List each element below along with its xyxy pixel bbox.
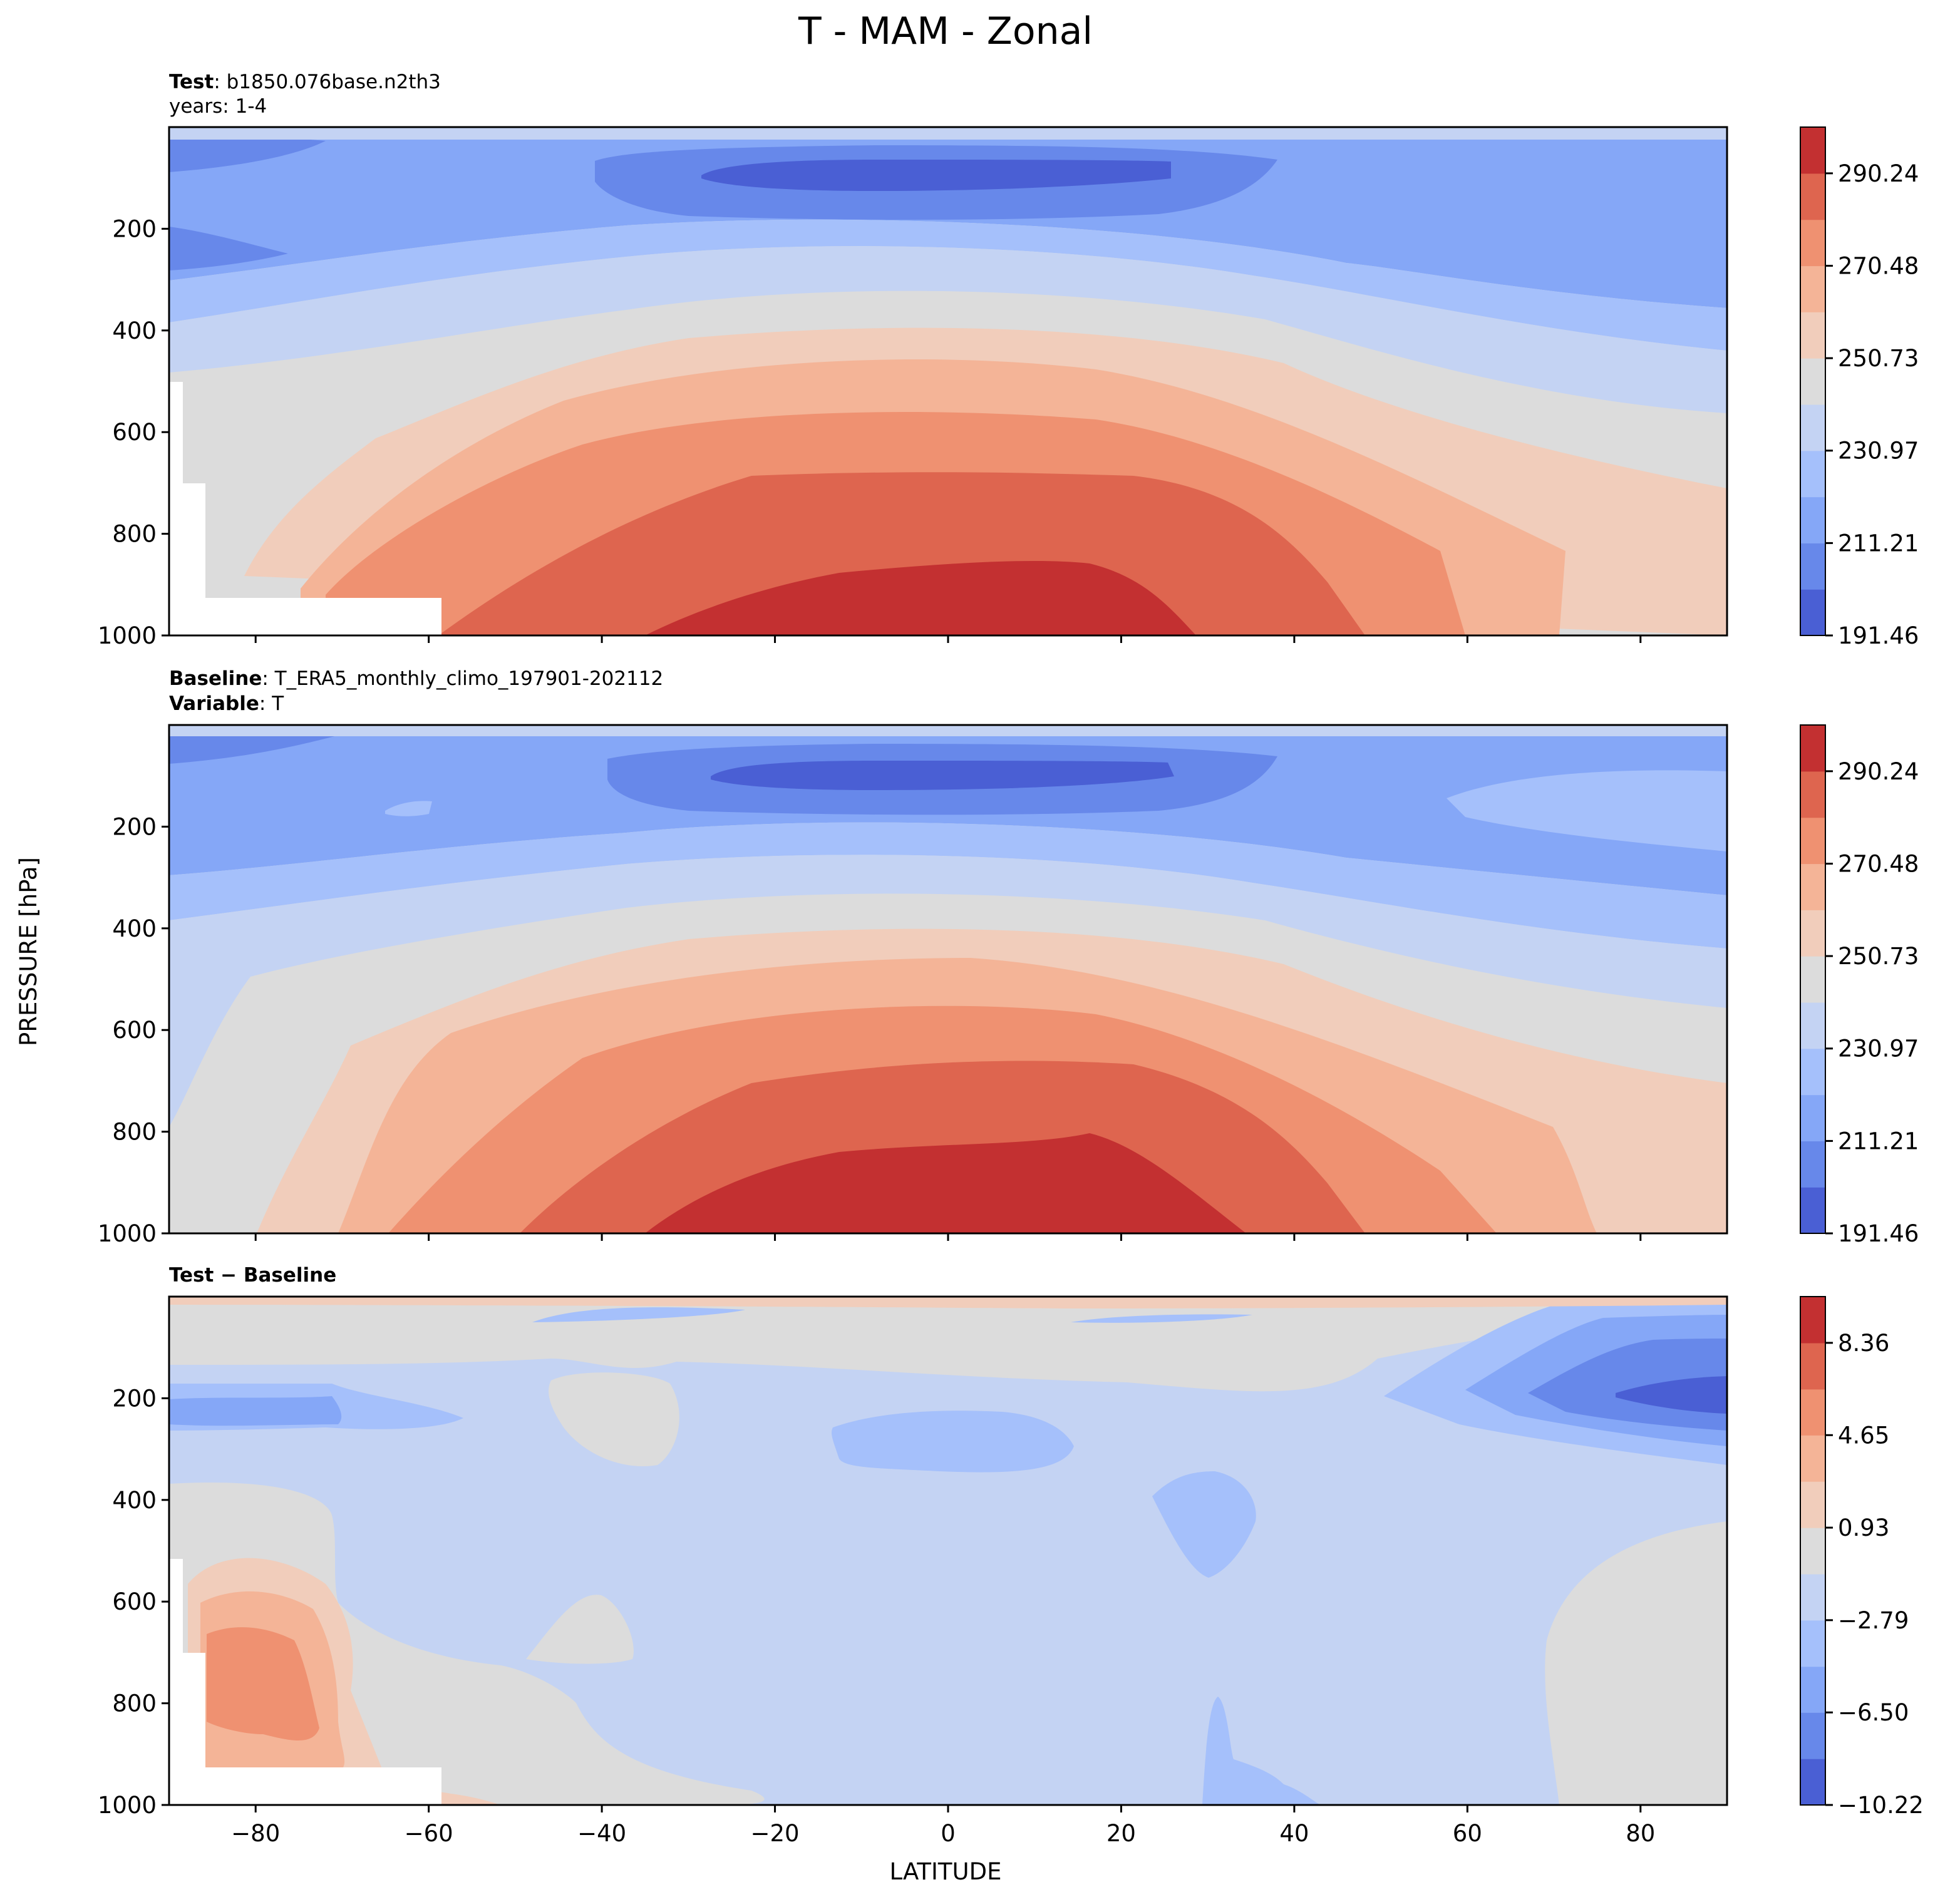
colorbar-baseline: 290.24 270.48 250.73 230.97 211.21 191.46: [1800, 724, 1919, 1247]
y-tick-label: 1000: [98, 1792, 157, 1819]
panel-header-line-1: Test − Baseline: [169, 1264, 336, 1287]
colorbar-tick-label: 250.73: [1838, 943, 1919, 970]
panel-baseline: Baseline: T_ERA5_monthly_climo_197901-20…: [98, 667, 1919, 1247]
y-tick-label: 800: [112, 1690, 157, 1717]
colorbar-tick-label: 290.24: [1838, 160, 1919, 187]
colorbar-segment: [1800, 127, 1825, 174]
colorbar-segment: [1800, 312, 1825, 359]
colorbar-segment: [1800, 1342, 1825, 1390]
colorbar-tick-label: 211.21: [1838, 530, 1919, 557]
contour-field: [168, 724, 1728, 1235]
colorbar-tick-label: 230.97: [1838, 1036, 1919, 1062]
colorbar-segment: [1800, 1002, 1825, 1049]
x-tick-label: −60: [405, 1820, 453, 1847]
colorbar-segment: [1800, 1389, 1825, 1436]
y-tick-label: 200: [112, 813, 157, 840]
colorbar-tick-label: 0.93: [1838, 1514, 1889, 1541]
panel-header-line-2: years: 1-4: [169, 95, 267, 118]
contour-field: [168, 126, 1728, 637]
colorbar-tick-label: −6.50: [1838, 1699, 1909, 1726]
colorbar-tick-label: 290.24: [1838, 758, 1919, 785]
colorbar-segment: [1800, 450, 1825, 498]
colorbar-segment: [1800, 1187, 1825, 1234]
colorbar-tick-label: 4.65: [1838, 1422, 1889, 1449]
colorbar-frame: [1800, 1296, 1826, 1806]
colorbar-segment: [1800, 1573, 1825, 1621]
y-axis-label: PRESSURE [hPa]: [15, 857, 42, 1046]
colorbar-segment: [1800, 265, 1825, 312]
y-tick-label: 600: [112, 1588, 157, 1615]
colorbar-segment: [1800, 1048, 1825, 1096]
colorbar-segment: [1800, 1712, 1825, 1759]
colorbar-segment: [1800, 1666, 1825, 1713]
colorbar-test: 290.24 270.48 250.73 230.97 211.21 191.46: [1800, 126, 1919, 649]
colorbar-segment: [1800, 173, 1825, 220]
axis-ticks: 200 400 600 800 1000: [98, 813, 1642, 1247]
colorbar-segment: [1800, 1297, 1825, 1344]
axis-ticks: 200 400 600 800 1000: [98, 215, 1642, 649]
colorbar-tick-label: 230.97: [1838, 438, 1919, 465]
y-tick-label: 1000: [98, 622, 157, 649]
colorbar-tick-label: 191.46: [1838, 1220, 1919, 1247]
contour-field: [168, 1295, 1728, 1806]
colorbar-segment: [1800, 1528, 1825, 1575]
x-axis-label: LATITUDE: [890, 1858, 1002, 1885]
x-tick-label: 0: [941, 1820, 956, 1847]
axis-ticks: 200 400 600 800 1000 −80 −60 −40 −20 0 20 40 60 80: [98, 1385, 1655, 1847]
colorbar-segment: [1800, 1620, 1825, 1667]
x-tick-label: 60: [1453, 1820, 1482, 1847]
panel-test: Test: b1850.076base.n2th3 years: 1-4 200…: [98, 71, 1919, 649]
colorbar-tick-label: −2.79: [1838, 1607, 1909, 1634]
y-tick-label: 600: [112, 1017, 157, 1044]
colorbar-segment: [1800, 543, 1825, 590]
x-tick-label: 80: [1626, 1820, 1655, 1847]
panel-header-line-1: Baseline: T_ERA5_monthly_climo_197901-20…: [169, 667, 663, 690]
colorbar-segment: [1800, 496, 1825, 544]
colorbar-segment: [1800, 863, 1825, 910]
panel-header-line-2: Variable: T: [169, 692, 284, 715]
colorbar-tick-label: 191.46: [1838, 622, 1919, 649]
x-tick-label: −40: [577, 1820, 626, 1847]
colorbar-segment: [1800, 771, 1825, 818]
y-tick-label: 400: [112, 915, 157, 942]
x-tick-label: 40: [1279, 1820, 1309, 1847]
colorbar-difference: 8.36 4.65 0.93 −2.79 −6.50 −10.22: [1800, 1296, 1924, 1819]
colorbar-frame: [1800, 724, 1826, 1234]
panel-header-line-1: Test: b1850.076base.n2th3: [169, 71, 441, 93]
y-tick-label: 200: [112, 215, 157, 242]
y-tick-label: 1000: [98, 1220, 157, 1247]
y-tick-label: 400: [112, 317, 157, 344]
colorbar-segment: [1800, 589, 1825, 636]
y-tick-label: 800: [112, 521, 157, 548]
x-tick-label: −80: [231, 1820, 280, 1847]
colorbar-segment: [1800, 1435, 1825, 1482]
figure-title: T - MAM - Zonal: [798, 9, 1093, 53]
x-tick-label: 20: [1106, 1820, 1136, 1847]
colorbar-tick-label: 8.36: [1838, 1330, 1889, 1357]
colorbar-segment: [1800, 910, 1825, 957]
colorbar-tick-label: 250.73: [1838, 345, 1919, 372]
colorbar-tick-label: 211.21: [1838, 1128, 1919, 1154]
colorbar-segment: [1800, 956, 1825, 1003]
y-tick-label: 200: [112, 1385, 157, 1412]
y-tick-label: 800: [112, 1119, 157, 1146]
colorbar-segment: [1800, 1481, 1825, 1528]
colorbar-segment: [1800, 1094, 1825, 1142]
colorbar-frame: [1800, 126, 1826, 636]
colorbar-segment: [1800, 404, 1825, 451]
colorbar-segment: [1800, 219, 1825, 267]
y-tick-label: 400: [112, 1487, 157, 1514]
y-tick-label: 600: [112, 419, 157, 446]
colorbar-segment: [1800, 358, 1825, 405]
colorbar-tick-label: 270.48: [1838, 252, 1919, 279]
colorbar-segment: [1800, 817, 1825, 865]
colorbar-segment: [1800, 1141, 1825, 1188]
colorbar-segment: [1800, 1759, 1825, 1806]
panel-difference: Test − Baseline: [98, 1264, 1924, 1847]
x-tick-label: −20: [751, 1820, 800, 1847]
colorbar-tick-label: 270.48: [1838, 850, 1919, 877]
colorbar-tick-label: −10.22: [1838, 1792, 1924, 1819]
colorbar-segment: [1800, 725, 1825, 772]
